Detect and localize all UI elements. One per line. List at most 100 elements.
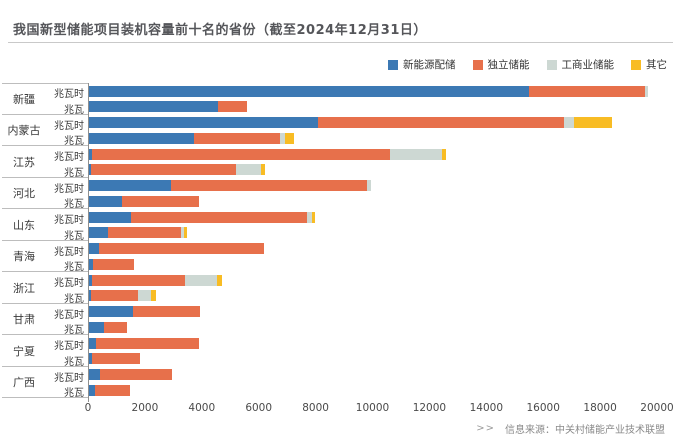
bar-segment-独立储能 (91, 274, 186, 286)
bar-segment-独立储能 (528, 85, 646, 97)
x-tick-label: 14000 (469, 402, 503, 414)
unit-label-mw: 兆瓦 (64, 136, 84, 147)
bar-segment-工商业储能 (138, 290, 151, 301)
title-divider (8, 42, 673, 43)
x-tick-label: 6000 (245, 402, 273, 414)
bar-山东-mwh (89, 211, 316, 223)
bar-segment-独立储能 (92, 353, 140, 364)
bar-segment-新能源配储 (89, 211, 132, 223)
unit-label-mwh: 兆瓦时 (54, 89, 84, 100)
bar-segment-新能源配储 (89, 164, 92, 175)
bar-浙江-mw (89, 290, 157, 301)
source-note: >> 信息来源：中关村储能产业技术联盟 (476, 421, 665, 436)
bar-segment-新能源配储 (89, 306, 134, 317)
province-label: 甘肃 (13, 313, 35, 327)
unit-label-mw: 兆瓦 (64, 325, 84, 336)
legend-swatch-icon (631, 59, 641, 70)
bar-segment-独立储能 (194, 132, 280, 144)
x-tick-label: 18000 (583, 402, 617, 414)
x-tick-label: 0 (84, 402, 92, 414)
page-title: 我国新型储能项目装机容量前十名的省份（截至2024年12月31日） (13, 23, 427, 38)
province-group: 甘肃 兆瓦时兆瓦 (0, 304, 681, 336)
bar-segment-独立储能 (96, 337, 200, 349)
bar-segment-工商业储能 (236, 164, 261, 175)
bar-segment-独立储能 (98, 243, 264, 254)
province-group: 山东 兆瓦时 兆瓦 (0, 209, 681, 242)
chart-plot: 新疆 兆瓦时 兆瓦 内蒙古 兆瓦时 兆瓦 江苏 兆瓦时 兆瓦 河北 兆瓦时 兆瓦 山东 兆瓦时 兆瓦 青海 兆瓦… (0, 83, 681, 402)
x-tick-label: 20000 (640, 402, 674, 414)
bar-segment-其它 (442, 148, 447, 160)
province-label: 宁夏 (13, 344, 35, 358)
bar-内蒙古-mw (89, 132, 294, 144)
unit-label-mw: 兆瓦 (64, 199, 84, 210)
bar-青海-mw (89, 258, 135, 270)
unit-label-mwh: 兆瓦时 (54, 341, 84, 352)
bar-segment-工商业储能 (389, 148, 443, 160)
bar-江苏-mwh (89, 148, 447, 160)
x-tick-label: 10000 (355, 402, 390, 414)
province-label: 江苏 (13, 155, 35, 169)
bar-segment-独立储能 (170, 180, 367, 191)
unit-label-mwh: 兆瓦时 (54, 246, 84, 258)
province-label: 广西 (13, 376, 35, 390)
unit-label-mwh: 兆瓦时 (54, 278, 84, 289)
x-tick-label: 16000 (526, 402, 560, 414)
legend-label: 新能源配储 (403, 59, 456, 71)
unit-label-mwh: 兆瓦时 (54, 183, 84, 195)
bar-segment-新能源配储 (89, 353, 93, 364)
unit-label-mw: 兆瓦 (64, 104, 84, 116)
bar-浙江-mwh (89, 274, 222, 286)
unit-label-mwh: 兆瓦时 (54, 152, 84, 163)
bar-segment-其它 (312, 211, 316, 223)
bar-segment-工商业储能 (645, 85, 649, 97)
legend-label: 独立储能 (487, 59, 530, 71)
group-separator (2, 145, 88, 146)
bar-宁夏-mwh (89, 337, 200, 349)
bar-segment-工商业储能 (564, 117, 575, 128)
legend-swatch-icon (472, 59, 483, 70)
bar-segment-新能源配储 (89, 274, 92, 286)
province-label: 新疆 (13, 92, 35, 106)
x-axis: 0 2000 4000 6000 8000 10000 12000 14000 16000 180… (0, 400, 681, 416)
bar-segment-其它 (285, 132, 294, 144)
bar-segment-独立储能 (122, 195, 200, 207)
bar-江苏-mw (89, 164, 265, 175)
bar-新疆-mwh (89, 85, 649, 97)
group-separator (2, 397, 88, 398)
province-label: 内蒙古 (7, 124, 41, 138)
bar-河北-mw (89, 195, 200, 207)
bar-segment-新能源配储 (89, 227, 109, 238)
bar-segment-独立储能 (108, 227, 182, 238)
bar-segment-独立储能 (218, 101, 247, 112)
province-label: 青海 (13, 250, 35, 264)
bar-segment-新能源配储 (89, 148, 93, 160)
province-group: 青海 兆瓦时 兆瓦 (0, 241, 681, 273)
legend-swatch-icon (546, 59, 557, 70)
bar-segment-新能源配储 (89, 85, 529, 97)
province-group: 浙江 兆瓦时 兆瓦 (0, 272, 681, 305)
bar-segment-工商业储能 (279, 132, 286, 144)
legend-item: 独立储能 (472, 57, 530, 72)
bar-segment-其它 (183, 227, 187, 238)
bar-河北-mwh (89, 180, 371, 191)
bar-segment-新能源配储 (89, 101, 219, 112)
bar-宁夏-mw (89, 353, 140, 364)
unit-label-mw: 兆瓦 (64, 388, 84, 399)
bar-segment-工商业储能 (181, 227, 184, 238)
bar-segment-独立储能 (100, 369, 172, 380)
province-group: 宁夏 兆瓦时 兆瓦 (0, 335, 681, 368)
bar-segment-工商业储能 (307, 211, 313, 223)
group-separator (2, 334, 88, 335)
unit-label-mw: 兆瓦 (64, 167, 84, 179)
group-separator (2, 271, 88, 272)
bar-segment-其它 (260, 164, 265, 175)
province-group: 河北 兆瓦时 兆瓦 (0, 178, 681, 210)
unit-label-mwh: 兆瓦时 (54, 215, 84, 226)
legend-item: 新能源配储 (388, 57, 456, 72)
group-separator (2, 239, 88, 241)
bar-segment-新能源配储 (89, 258, 94, 270)
unit-label-mwh: 兆瓦时 (54, 372, 84, 384)
unit-label-mwh: 兆瓦时 (54, 309, 84, 321)
bar-内蒙古-mwh (89, 117, 613, 128)
